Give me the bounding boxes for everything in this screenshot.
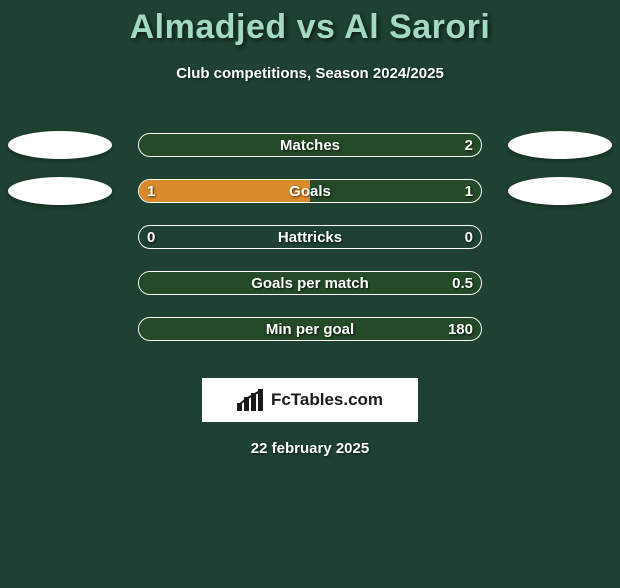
brand-logo: FcTables.com [202,378,418,422]
team2-name: Al Sarori [344,8,490,46]
stat-label: Goals [289,183,331,200]
team1-badge-placeholder [8,177,112,205]
team1-name: Almadjed [130,8,287,46]
stat-value-right: 180 [448,321,473,338]
stat-row: Matches 2 [0,122,620,168]
page-title: Almadjed vs Al Sarori [0,8,620,47]
stat-bar: Goals per match 0.5 [138,271,482,295]
stat-row: Goals per match 0.5 [0,260,620,306]
team2-badge-placeholder [508,131,612,159]
stat-label: Matches [280,137,340,154]
stat-row: 0 Hattricks 0 [0,214,620,260]
stat-bar-fill-right [310,180,481,202]
vs-label: vs [297,8,336,46]
stats-container: Matches 2 1 Goals 1 0 Hattricks 0 Goals per matc… [0,122,620,362]
stat-bar: 1 Goals 1 [138,179,482,203]
stat-row: Min per goal 180 [0,306,620,352]
stat-value-left: 0 [147,229,155,246]
stat-bar: Matches 2 [138,133,482,157]
stat-bar-fill-left [139,180,310,202]
stat-value-left: 1 [147,183,155,200]
stat-bar: Min per goal 180 [138,317,482,341]
team2-badge-placeholder [508,177,612,205]
subtitle: Club competitions, Season 2024/2025 [0,65,620,82]
bars-icon [237,389,265,411]
stat-value-right: 0.5 [452,275,473,292]
footer-date: 22 february 2025 [0,440,620,457]
stat-value-right: 2 [465,137,473,154]
brand-text: FcTables.com [271,390,383,410]
stat-label: Hattricks [278,229,342,246]
stat-row: 1 Goals 1 [0,168,620,214]
stat-label: Min per goal [266,321,354,338]
stat-value-right: 1 [465,183,473,200]
team1-badge-placeholder [8,131,112,159]
stat-value-right: 0 [465,229,473,246]
stat-bar: 0 Hattricks 0 [138,225,482,249]
stat-label: Goals per match [251,275,369,292]
